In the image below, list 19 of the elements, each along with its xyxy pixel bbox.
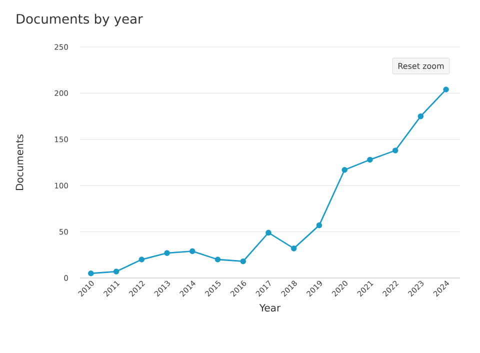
y-axis-title: Documents — [16, 134, 24, 190]
point — [189, 248, 196, 254]
chart-title: Documents by year — [16, 14, 143, 26]
point — [113, 268, 120, 274]
annotation: Reset zoom — [398, 63, 444, 69]
point — [164, 250, 170, 256]
point — [214, 256, 221, 262]
point — [290, 246, 297, 252]
point — [392, 148, 398, 154]
point — [138, 256, 145, 262]
point — [367, 156, 373, 163]
point — [88, 270, 94, 276]
point — [266, 230, 272, 236]
point — [316, 222, 322, 228]
point — [443, 86, 449, 92]
point — [240, 258, 246, 264]
point — [418, 113, 424, 120]
x-axis-title: Year — [259, 304, 281, 312]
point — [342, 166, 348, 173]
